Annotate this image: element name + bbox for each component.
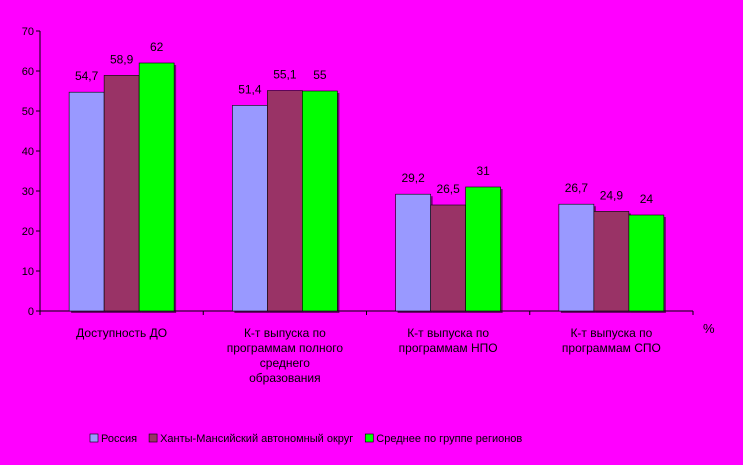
- data-label: 55,1: [273, 68, 297, 82]
- category-label: Доступность ДО: [76, 326, 167, 340]
- bar: [302, 90, 338, 312]
- data-label: 29,2: [401, 171, 425, 185]
- data-label: 24,9: [600, 188, 624, 202]
- bar: [593, 211, 630, 312]
- y-tick-label: 10: [22, 266, 34, 278]
- y-tick-label: 20: [22, 226, 34, 238]
- category-label: среднего: [260, 356, 311, 370]
- data-label: 31: [476, 164, 490, 178]
- data-label: 55: [313, 68, 327, 82]
- bar: [558, 203, 595, 312]
- category-label: К-т выпуска по: [244, 326, 326, 340]
- bar: [628, 214, 665, 312]
- legend-swatch: [364, 433, 374, 443]
- legend-label: Среднее по группе регионов: [376, 433, 522, 445]
- y-tick-label: 50: [22, 106, 34, 118]
- y-tick-label: 40: [22, 146, 34, 158]
- chart-bars: [68, 62, 666, 314]
- category-label: К-т выпуска по: [407, 326, 489, 340]
- bar: [430, 204, 466, 312]
- legend-label: Россия: [101, 433, 137, 445]
- data-label: 51,4: [238, 82, 262, 96]
- y-tick-label: 70: [22, 26, 34, 38]
- bar: [138, 62, 175, 312]
- bar: [267, 90, 303, 312]
- data-label: 58,9: [110, 52, 134, 66]
- bar: [465, 186, 501, 312]
- y-tick-label: 60: [22, 66, 34, 78]
- legend-swatch: [148, 433, 158, 443]
- bar: [395, 193, 431, 312]
- y-tick-label: 0: [28, 306, 34, 318]
- data-label: 26,7: [565, 181, 589, 195]
- category-label: К-т выпуска по: [570, 326, 652, 340]
- chart-data-labels: 54,7 58,9 62 51,4 55,1 55 29,2 26,5 31 26,7 24,9 24: [75, 40, 653, 206]
- bar: [232, 105, 268, 312]
- legend-swatch: [89, 433, 99, 443]
- category-label: программам полного: [227, 341, 344, 355]
- data-label: 62: [150, 40, 164, 54]
- data-label: 24: [640, 192, 654, 206]
- legend-label: Ханты-Мансийский автономный округ: [160, 433, 353, 445]
- category-label: программам НПО: [399, 341, 498, 355]
- data-label: 26,5: [436, 182, 460, 196]
- unit-label: %: [703, 321, 715, 336]
- category-label: образования: [249, 371, 321, 385]
- y-tick-label: 30: [22, 186, 34, 198]
- data-label: 54,7: [75, 69, 99, 83]
- category-label: программам СПО: [562, 341, 661, 355]
- chart-legend: Россия Ханты-Мансийский автономный округ С…: [89, 433, 522, 445]
- bar: [103, 75, 140, 312]
- bar: [68, 91, 105, 312]
